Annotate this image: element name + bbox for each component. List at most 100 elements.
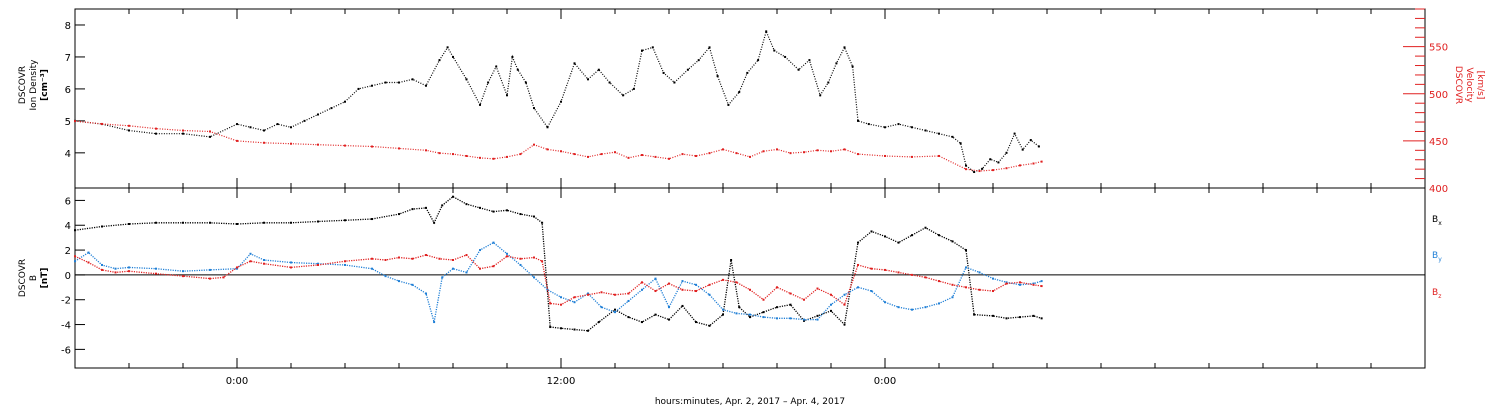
y2-tick-label: 500 bbox=[1429, 90, 1448, 101]
data-point bbox=[452, 55, 454, 58]
data-point bbox=[411, 283, 414, 286]
data-point bbox=[686, 68, 689, 71]
series-black bbox=[74, 29, 1040, 174]
data-point bbox=[897, 271, 900, 274]
x-tick-label: 12:00 bbox=[547, 376, 576, 387]
data-point bbox=[128, 124, 130, 127]
data-point bbox=[789, 152, 792, 155]
legend-by: By bbox=[1432, 251, 1442, 263]
data-point bbox=[716, 75, 719, 78]
data-point bbox=[74, 120, 76, 123]
data-point bbox=[128, 270, 130, 273]
data-point bbox=[867, 123, 870, 126]
data-point bbox=[989, 158, 992, 161]
data-point bbox=[114, 271, 117, 274]
data-point bbox=[992, 290, 994, 293]
data-point bbox=[959, 142, 962, 145]
data-point bbox=[506, 209, 508, 212]
data-point bbox=[1019, 164, 1021, 167]
data-point bbox=[600, 291, 603, 294]
data-point bbox=[1005, 167, 1008, 170]
data-point bbox=[182, 132, 184, 135]
data-point bbox=[236, 223, 238, 225]
data-point bbox=[1005, 151, 1008, 154]
data-point bbox=[516, 68, 519, 71]
data-point bbox=[803, 319, 805, 322]
density-ylabel-line2: Ion Density bbox=[29, 59, 39, 111]
data-point bbox=[797, 68, 800, 71]
data-point bbox=[519, 263, 522, 266]
data-point bbox=[673, 81, 676, 84]
data-point bbox=[651, 46, 654, 49]
data-point bbox=[897, 306, 900, 309]
data-point bbox=[697, 59, 700, 62]
data-point bbox=[857, 241, 859, 244]
data-point bbox=[641, 49, 643, 52]
data-point bbox=[290, 142, 292, 145]
data-point bbox=[749, 313, 751, 316]
data-point bbox=[681, 288, 684, 291]
data-point bbox=[344, 100, 346, 103]
data-point bbox=[209, 221, 211, 224]
data-point bbox=[911, 234, 913, 237]
data-point bbox=[924, 226, 927, 229]
data-point bbox=[1005, 317, 1008, 320]
data-point bbox=[549, 302, 552, 305]
data-point bbox=[87, 261, 90, 264]
data-point bbox=[897, 123, 900, 126]
data-point bbox=[978, 271, 981, 274]
data-point bbox=[870, 230, 873, 233]
data-point bbox=[587, 329, 589, 332]
y-tick-label: 8 bbox=[65, 21, 71, 32]
data-point bbox=[708, 152, 711, 155]
y-tick-label: -6 bbox=[61, 345, 71, 356]
data-point bbox=[965, 266, 967, 269]
data-point bbox=[441, 276, 444, 279]
data-point bbox=[560, 100, 562, 103]
data-point bbox=[938, 234, 940, 237]
b-y-axis: -6 -4 -2 0 2 4 6 bbox=[61, 196, 85, 356]
data-point bbox=[600, 306, 603, 309]
density-ylabel-line1: DSCOVR bbox=[18, 66, 28, 104]
top-panel-frame bbox=[74, 8, 1426, 189]
b-ylabel-line1: DSCOVR bbox=[18, 259, 28, 297]
data-point bbox=[816, 287, 819, 290]
data-point bbox=[654, 313, 657, 316]
x-tick-label: 0:00 bbox=[226, 376, 248, 387]
magnetic-field-panel: -6 -4 -2 0 2 4 6 DSCOVR B [nT] Bx By Bz bbox=[18, 187, 1442, 369]
data-point bbox=[1019, 283, 1021, 286]
data-point bbox=[182, 275, 184, 278]
x-tick-labels: 0:00 12:00 0:00 bbox=[226, 376, 896, 387]
series-bx bbox=[74, 195, 1043, 332]
data-point bbox=[155, 267, 157, 270]
data-point bbox=[519, 213, 522, 216]
bottom-panel-frame bbox=[74, 187, 1426, 369]
data-point bbox=[627, 299, 630, 302]
data-point bbox=[951, 283, 954, 286]
data-point bbox=[573, 296, 576, 299]
data-point bbox=[708, 46, 711, 49]
data-point bbox=[438, 59, 441, 62]
y-tick-label: -2 bbox=[61, 296, 71, 307]
data-point bbox=[641, 288, 643, 291]
data-point bbox=[784, 55, 787, 58]
data-point bbox=[938, 280, 940, 283]
data-point bbox=[803, 298, 805, 301]
data-point bbox=[884, 154, 886, 157]
data-point bbox=[776, 317, 778, 320]
y-tick-label: 5 bbox=[65, 117, 71, 128]
y-tick-label: 6 bbox=[65, 196, 71, 207]
data-point bbox=[452, 267, 454, 270]
data-point bbox=[746, 71, 749, 74]
x-tick-label: 0:00 bbox=[874, 376, 896, 387]
y-tick-label: 4 bbox=[65, 149, 71, 160]
data-point bbox=[263, 259, 265, 261]
data-point bbox=[560, 303, 562, 306]
data-point bbox=[384, 81, 387, 84]
data-point bbox=[965, 286, 967, 289]
data-point bbox=[735, 281, 738, 284]
data-point bbox=[951, 135, 954, 138]
data-point bbox=[573, 62, 576, 65]
data-point bbox=[330, 107, 333, 110]
data-point bbox=[803, 318, 805, 321]
